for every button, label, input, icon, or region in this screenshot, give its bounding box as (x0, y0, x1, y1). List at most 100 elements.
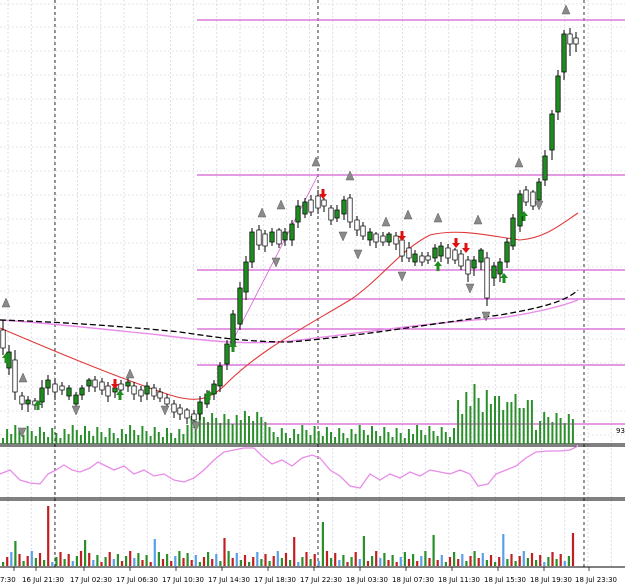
histogram-bar (170, 561, 173, 566)
candle-body (105, 385, 111, 397)
volume-bar (145, 431, 148, 444)
candle-body (289, 223, 295, 241)
histogram-bar (448, 557, 452, 566)
histogram-bar (10, 552, 13, 566)
histogram-bar (116, 554, 119, 566)
histogram-bar (284, 553, 288, 566)
candle-body (438, 245, 444, 257)
buy-arrow-icon (520, 211, 528, 221)
volume-bar (79, 435, 82, 444)
candle-body (99, 381, 105, 391)
volume-bar (215, 418, 218, 444)
candle-body (262, 233, 268, 247)
volume-bar (571, 419, 574, 444)
histogram-bar (141, 560, 144, 566)
volume-bar (260, 417, 263, 444)
fractal-marker (465, 283, 475, 294)
candle-body (197, 401, 203, 415)
candle-body (224, 343, 230, 365)
histogram-bar (362, 536, 365, 566)
volume-bar (235, 415, 238, 444)
candle-body (171, 403, 177, 413)
volume-bar (477, 398, 480, 444)
histogram-bar (22, 561, 25, 566)
histogram-bar (399, 557, 402, 566)
histogram-bar (330, 558, 333, 566)
histogram-bar (387, 560, 390, 566)
volume-bar (444, 432, 447, 444)
histogram-bar (166, 554, 169, 566)
volume-bar (30, 431, 33, 444)
candle-body (341, 199, 347, 215)
volume-bar (412, 434, 414, 444)
fractal-marker (257, 207, 267, 218)
histogram-bar (149, 562, 152, 566)
candle-body (25, 399, 31, 405)
candle-body (328, 207, 334, 221)
candle-body (308, 199, 314, 213)
volume-bar (202, 417, 205, 444)
candle-body (465, 259, 471, 275)
candle-body (567, 33, 573, 45)
candle-body (237, 287, 243, 325)
volume-bar (71, 425, 74, 444)
buy-arrow-icon (229, 342, 237, 352)
volume-bar (112, 433, 115, 444)
histogram-bar (55, 557, 58, 566)
volume-bar (383, 427, 386, 444)
histogram-bar (133, 558, 136, 566)
volume-bar (334, 437, 337, 444)
candle-body (406, 247, 412, 259)
candle-body (561, 33, 567, 73)
sell-arrow-icon (319, 189, 327, 199)
candle-body (549, 113, 555, 151)
volume-bar (309, 435, 312, 444)
histogram-bar (358, 559, 361, 566)
fractal-marker (160, 405, 170, 416)
x-tick-label: 18 Jul 15:30 (484, 576, 526, 584)
candle-body (542, 155, 548, 181)
histogram-bar (522, 551, 525, 566)
x-tick-label: 17 Jul 06:30 (116, 576, 158, 584)
candle-body (399, 239, 405, 257)
candle-body (151, 387, 157, 397)
histogram-bar (38, 553, 42, 566)
candle-body (530, 191, 536, 207)
candle-body (66, 387, 72, 397)
oscillator-pane (0, 445, 579, 489)
histogram-bar (563, 561, 566, 566)
volume-bar (268, 427, 271, 444)
volume-bar (371, 426, 373, 444)
volume-bar (514, 394, 517, 444)
candle-body (230, 313, 236, 347)
volume-bar (186, 425, 189, 444)
histogram-bar (342, 555, 345, 566)
x-tick-label: 18 Jul 07:30 (392, 576, 434, 584)
candle-body (523, 189, 529, 203)
histogram-bar (243, 555, 247, 566)
histogram-bar (289, 560, 292, 566)
histogram-bar (190, 560, 193, 566)
x-tick-label: 17 Jul 14:30 (208, 576, 250, 584)
volume-bar (84, 426, 86, 444)
volume-bar (535, 430, 537, 444)
volume-bar (47, 437, 50, 444)
volume-bar (567, 414, 570, 444)
histogram-bar (30, 551, 33, 566)
candle-body (419, 255, 425, 263)
histogram-bar (51, 562, 54, 566)
volume-bar (407, 429, 410, 444)
volume-bar (358, 425, 361, 444)
volume-pane (2, 384, 574, 444)
histogram-bar (108, 552, 111, 566)
volume-bar (391, 437, 394, 444)
candle-body (118, 383, 124, 391)
volume-bar (22, 435, 25, 444)
histogram-bar (407, 559, 411, 566)
volume-bar (116, 438, 119, 444)
histogram-bar (67, 554, 70, 566)
sell-arrow-icon (452, 238, 460, 248)
histogram-bar (530, 553, 534, 566)
candle-body (282, 231, 288, 241)
